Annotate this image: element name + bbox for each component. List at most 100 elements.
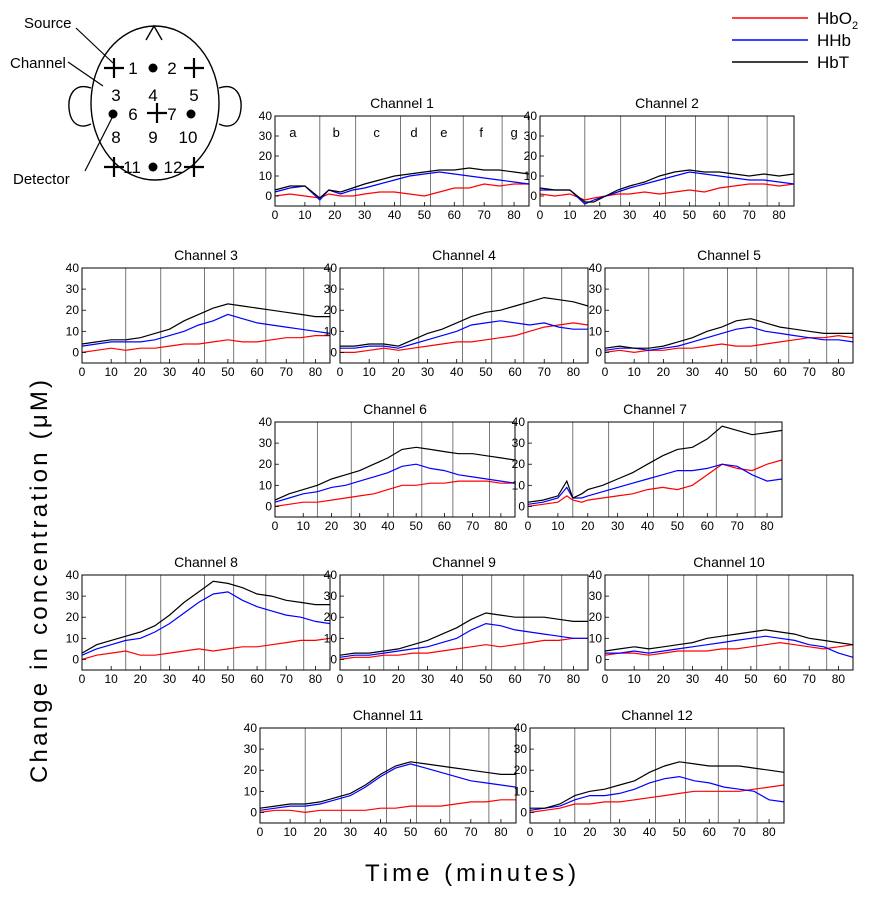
x-tick-label: 30	[623, 208, 637, 222]
x-tick-label: 80	[832, 672, 846, 686]
series-line-hbt	[274, 446, 516, 501]
x-tick-label: 50	[744, 672, 758, 686]
channel-panel-9: Channel 9 0 10 20 30 40 0 10 20 30 40 50 60 70 80	[324, 554, 589, 686]
x-tick-label: 30	[163, 365, 177, 379]
x-tick-label: 60	[773, 365, 787, 379]
y-tick-label: 10	[512, 478, 526, 492]
channel-number-4: 4	[148, 86, 157, 105]
x-tick-label: 40	[643, 825, 657, 839]
x-tick-label: 20	[581, 519, 595, 533]
series-line-hbo2	[274, 183, 529, 199]
plot-frame	[527, 421, 783, 518]
x-tick-label: 70	[803, 365, 817, 379]
y-tick-label: 30	[244, 742, 258, 756]
plot-frame	[339, 267, 589, 364]
x-tick-label: 60	[508, 365, 522, 379]
x-tick-label: 40	[192, 672, 206, 686]
x-tick-label: 50	[671, 519, 685, 533]
y-tick-label: 10	[589, 324, 603, 338]
x-tick-label: 40	[450, 365, 464, 379]
x-tick-label: 10	[298, 208, 312, 222]
series-line-hhb	[605, 635, 854, 658]
right-ear-shape	[218, 85, 242, 127]
x-tick-label: 40	[374, 825, 388, 839]
x-tick-label: 10	[283, 825, 297, 839]
x-tick-label: 60	[438, 519, 452, 533]
panel-title: Channel 2	[635, 95, 699, 111]
x-tick-label: 0	[525, 519, 532, 533]
y-tick-label: 10	[524, 169, 538, 183]
x-tick-label: 0	[527, 825, 534, 839]
y-tick-label: 0	[330, 652, 337, 666]
x-tick-label: 20	[657, 365, 671, 379]
x-tick-label: 70	[477, 208, 491, 222]
epoch-label-f: f	[479, 125, 483, 140]
x-tick-label: 20	[392, 365, 406, 379]
x-tick-label: 60	[508, 672, 522, 686]
x-tick-label: 40	[653, 208, 667, 222]
detector-marker-icon	[186, 109, 196, 119]
source-label: Source	[24, 15, 72, 32]
x-tick-label: 0	[602, 672, 609, 686]
x-tick-label: 30	[613, 825, 627, 839]
y-tick-label: 0	[595, 345, 602, 359]
series-line-hhb	[529, 775, 785, 811]
y-tick-label: 30	[259, 129, 273, 143]
x-tick-label: 70	[803, 672, 817, 686]
x-tick-label: 0	[337, 365, 344, 379]
x-tick-label: 50	[479, 672, 493, 686]
x-tick-label: 10	[553, 825, 567, 839]
x-tick-label: 50	[673, 825, 687, 839]
y-tick-label: 30	[259, 436, 273, 450]
y-tick-label: 40	[66, 261, 80, 275]
y-tick-label: 30	[324, 589, 338, 603]
channel-pointer	[67, 61, 104, 87]
series-line-hhb	[274, 171, 530, 201]
series-line-hhb	[340, 320, 588, 349]
x-tick-label: 0	[272, 519, 279, 533]
x-tick-label: 0	[337, 672, 344, 686]
detector-marker-icon	[148, 63, 158, 73]
plot-frame	[274, 115, 530, 207]
x-tick-label: 80	[507, 208, 521, 222]
y-tick-label: 40	[244, 721, 258, 735]
channel-panel-11: Channel 11 0 10 20 30 40 0 10 20 30 40 50 60 70 80	[244, 707, 517, 839]
x-tick-label: 70	[280, 672, 294, 686]
series-line-hbo2	[539, 183, 795, 201]
x-tick-label: 80	[772, 208, 786, 222]
x-tick-label: 10	[627, 365, 641, 379]
x-tick-label: 20	[593, 208, 607, 222]
series-line-hbt	[604, 629, 854, 652]
y-tick-label: 20	[512, 457, 526, 471]
x-tick-label: 20	[583, 825, 597, 839]
series-line-hhb	[540, 171, 795, 205]
y-tick-label: 0	[518, 499, 525, 513]
panel-title: Channel 10	[693, 554, 765, 570]
y-tick-label: 30	[589, 589, 603, 603]
y-tick-label: 20	[589, 610, 603, 624]
epoch-label-a: a	[289, 125, 297, 140]
epoch-label-d: d	[410, 125, 417, 140]
y-tick-label: 30	[512, 436, 526, 450]
x-tick-label: 20	[314, 825, 328, 839]
y-tick-label: 40	[324, 261, 338, 275]
y-tick-label: 30	[66, 589, 80, 603]
x-tick-label: 10	[627, 672, 641, 686]
y-tick-label: 30	[66, 282, 80, 296]
channel-number-1: 1	[128, 59, 137, 78]
epoch-label-g: g	[510, 125, 517, 140]
x-tick-label: 10	[104, 672, 118, 686]
x-tick-label: 0	[257, 825, 264, 839]
y-tick-label: 40	[259, 109, 273, 123]
plot-frame	[604, 267, 854, 364]
plot-frame	[529, 727, 785, 824]
channel-number-2: 2	[167, 59, 176, 78]
panel-title: Channel 1	[370, 95, 434, 111]
y-tick-label: 10	[324, 324, 338, 338]
x-tick-label: 50	[221, 365, 235, 379]
y-axis-label: Change in concentration (μM)	[26, 376, 53, 783]
x-tick-label: 60	[703, 825, 717, 839]
x-tick-label: 20	[392, 672, 406, 686]
legend-label-hbo: HbO2	[817, 9, 858, 32]
